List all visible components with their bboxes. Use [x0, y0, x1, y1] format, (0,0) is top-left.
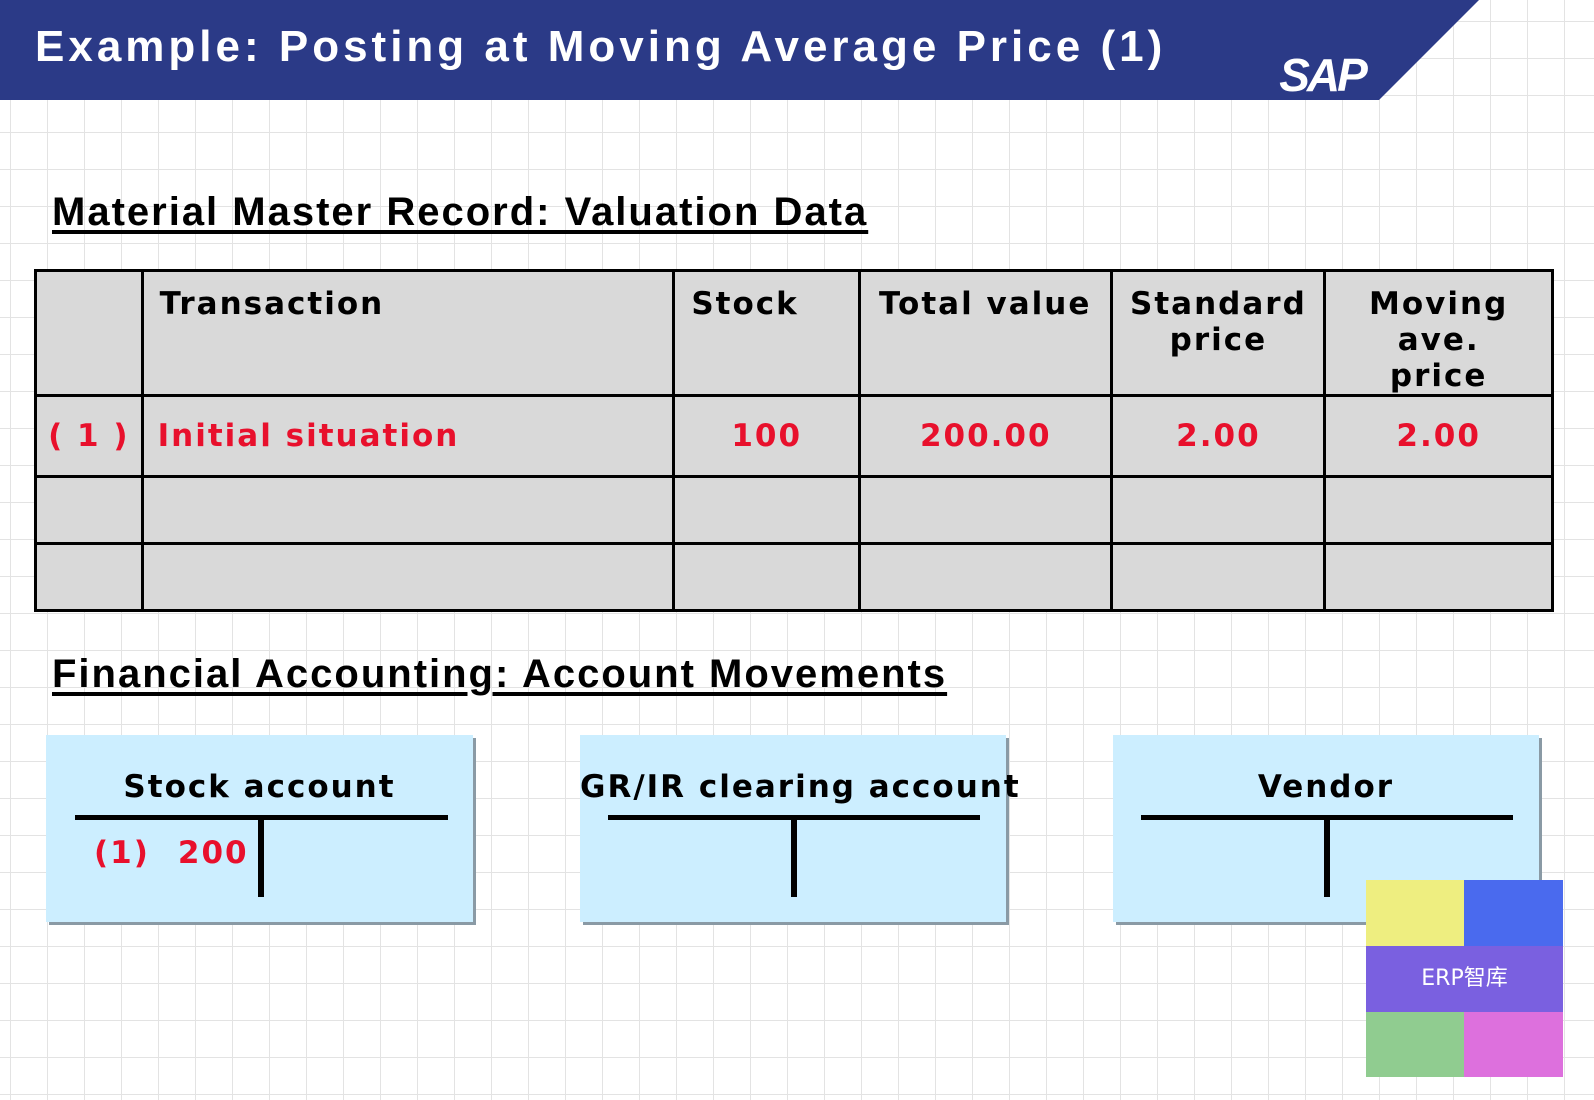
gr-ir-clearing-account-title: GR/IR clearing account [580, 769, 1021, 805]
header-cell-stock: Stock [672, 269, 862, 397]
accounting-section-title: Financial Accounting: Account Movements [52, 652, 948, 696]
debit-entry-ref: (1) [94, 835, 150, 871]
empty-cell [672, 542, 862, 612]
stock-account-debit-entry: (1) 200 [94, 835, 249, 871]
title-banner: Example: Posting at Moving Average Price… [0, 0, 1300, 100]
watermark-tile [1366, 1012, 1464, 1077]
sap-logo: SAP [1268, 0, 1376, 101]
erp-watermark: ERP智库 [1366, 880, 1563, 1077]
header-standard-price-label-line1: Standard [1130, 286, 1307, 322]
watermark-tile [1464, 880, 1563, 946]
watermark-tile [1366, 880, 1464, 946]
row-standard-price: 2.00 [1110, 394, 1327, 478]
stock-account-title: Stock account [123, 769, 396, 805]
table-row-empty [34, 475, 1554, 545]
header-moving-price-label-line2: price [1389, 358, 1488, 394]
table-row: ( 1 ) Initial situation 100 200.00 2.00 … [34, 394, 1554, 478]
watermark-tile [1464, 1012, 1563, 1077]
header-cell-number [34, 269, 144, 397]
debit-entry-amount: 200 [177, 835, 249, 871]
header-transaction-label: Transaction [159, 286, 385, 322]
empty-cell [1110, 542, 1327, 612]
row-transaction: Initial situation [140, 394, 676, 478]
t-account-stem [1324, 815, 1330, 897]
row-stock: 100 [672, 394, 862, 478]
header-cell-standard-price: Standard price [1110, 269, 1327, 397]
empty-cell [140, 475, 676, 545]
sap-logo-text: SAP [1279, 49, 1368, 101]
empty-cell [858, 542, 1114, 612]
t-account-stem [258, 815, 264, 897]
row-total-value: 200.00 [858, 394, 1114, 478]
header-cell-total-value: Total value [858, 269, 1114, 397]
empty-cell [1110, 475, 1327, 545]
row-number: ( 1 ) [34, 394, 144, 478]
empty-cell [1323, 542, 1554, 612]
table-row-empty [34, 542, 1554, 612]
header-total-value-label: Total value [879, 286, 1092, 322]
empty-cell [672, 475, 862, 545]
empty-cell [1323, 475, 1554, 545]
header-stock-label: Stock [691, 286, 799, 322]
empty-cell [34, 542, 144, 612]
empty-cell [140, 542, 676, 612]
empty-cell [34, 475, 144, 545]
t-account-stem [791, 815, 797, 897]
header-moving-price-label-line1: Moving ave. [1369, 286, 1509, 358]
vendor-account-title: Vendor [1257, 769, 1395, 805]
empty-cell [858, 475, 1114, 545]
banner-wedge-shape [1374, 0, 1479, 100]
valuation-section-title: Material Master Record: Valuation Data [52, 190, 869, 234]
stock-account-box: Stock account (1) 200 [46, 735, 473, 922]
valuation-table: Transaction Stock Total value Standard p… [34, 269, 1554, 612]
row-moving-price: 2.00 [1323, 394, 1554, 478]
table-header-row: Transaction Stock Total value Standard p… [34, 269, 1554, 397]
gr-ir-clearing-account-box: GR/IR clearing account [580, 735, 1021, 922]
watermark-tile [1366, 946, 1563, 1012]
page-title: Example: Posting at Moving Average Price… [35, 22, 1167, 71]
watermark-text: ERP智库 [1421, 966, 1508, 991]
header-cell-moving-price: Moving ave. price [1323, 269, 1554, 397]
header-standard-price-label-line2: price [1169, 322, 1268, 358]
header-cell-transaction: Transaction [140, 269, 676, 397]
